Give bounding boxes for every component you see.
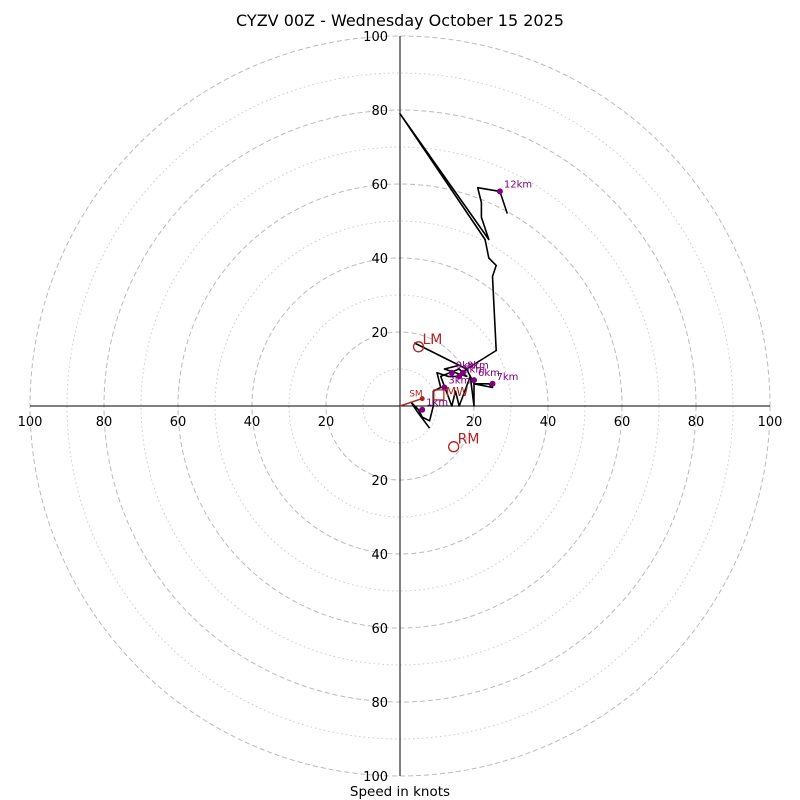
tick-label-north-100: 100 bbox=[363, 30, 388, 45]
tick-label-west-80: 80 bbox=[96, 415, 113, 430]
tick-label-west-60: 60 bbox=[170, 415, 187, 430]
right-mover-marker bbox=[447, 441, 460, 453]
height-marker-8km bbox=[459, 369, 466, 376]
height-marker-9km bbox=[448, 369, 455, 376]
shear-vector-label: SM bbox=[409, 390, 422, 400]
tick-label-south-40: 40 bbox=[371, 548, 388, 563]
tick-label-east-40: 40 bbox=[540, 415, 557, 430]
tick-label-east-100: 100 bbox=[758, 415, 783, 430]
shear-vector bbox=[399, 397, 423, 407]
tick-label-west-20: 20 bbox=[318, 415, 335, 430]
tick-label-north-80: 80 bbox=[371, 104, 388, 119]
speed-tick-labels: 20 20 20 20 40 40 40 40 60 60 60 60 80 80 80 80 100 100 10… bbox=[18, 30, 783, 785]
height-marker-6km bbox=[471, 377, 477, 384]
height-label-8km: 8km bbox=[467, 361, 489, 372]
tick-label-east-60: 60 bbox=[614, 415, 631, 430]
height-label-9km: 9km bbox=[456, 361, 478, 372]
height-label-12km: 12km bbox=[504, 179, 532, 190]
tick-label-north-60: 60 bbox=[371, 178, 388, 193]
tick-label-west-100: 100 bbox=[18, 415, 43, 430]
height-label-6km: 6km bbox=[478, 368, 500, 379]
tick-label-south-20: 20 bbox=[371, 474, 388, 489]
height-marker-7km bbox=[489, 380, 496, 387]
tick-label-north-20: 20 bbox=[371, 326, 388, 341]
height-label-1km: 1km bbox=[426, 398, 448, 409]
right-mover-label: RM bbox=[458, 432, 480, 448]
tick-label-north-40: 40 bbox=[371, 252, 388, 267]
tick-label-south-80: 80 bbox=[371, 696, 388, 711]
chart-title: CYZV 00Z - Wednesday October 15 2025 bbox=[236, 11, 564, 30]
tick-label-east-20: 20 bbox=[466, 415, 483, 430]
tick-label-east-80: 80 bbox=[688, 415, 705, 430]
x-axis-label: Speed in knots bbox=[350, 784, 450, 800]
mean-wind-marker bbox=[433, 389, 445, 401]
height-label-7km: 7km bbox=[497, 372, 519, 383]
height-marker-1km bbox=[419, 406, 426, 413]
mean-wind-label: MW bbox=[446, 385, 468, 399]
left-mover-marker bbox=[412, 341, 425, 353]
tick-label-west-40: 40 bbox=[244, 415, 261, 430]
storm-motion-markers: SM RM LM MW bbox=[399, 332, 480, 453]
shear-vector-end bbox=[419, 396, 425, 402]
tick-label-south-60: 60 bbox=[371, 622, 388, 637]
height-marker-3km bbox=[441, 384, 448, 391]
height-marker-5km bbox=[456, 373, 463, 380]
height-label-5km: 5km bbox=[463, 364, 485, 375]
left-mover-label: LM bbox=[423, 332, 443, 348]
height-label-3km: 3km bbox=[448, 376, 470, 387]
tick-label-south-100: 100 bbox=[363, 770, 388, 785]
height-marker-12km bbox=[496, 188, 503, 195]
